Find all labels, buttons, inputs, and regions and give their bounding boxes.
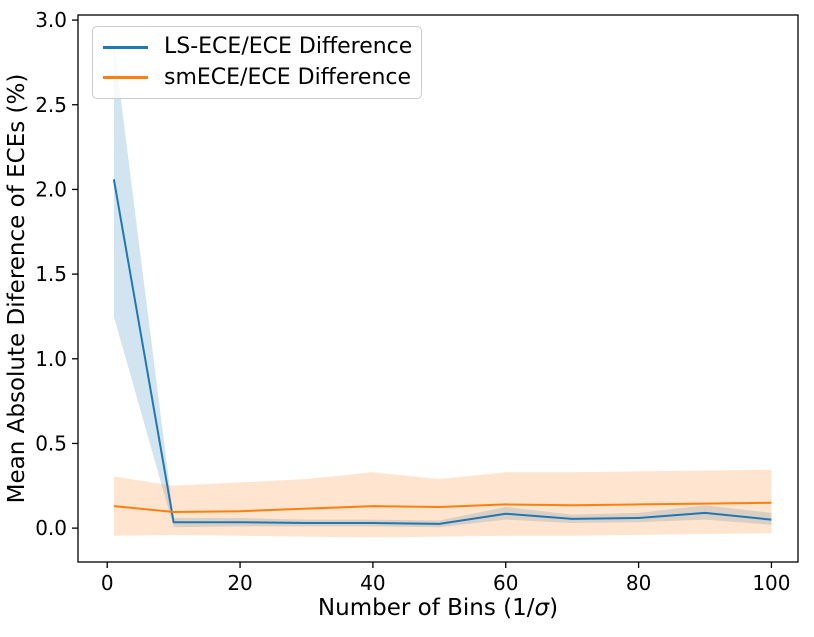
y-tick-label: 2.0: [35, 177, 67, 201]
x-tick-label: 80: [626, 571, 651, 595]
x-tick-label: 100: [752, 571, 790, 595]
x-axis-label: Number of Bins (1/σ): [318, 595, 558, 621]
axes-spines: [77, 14, 799, 563]
legend: LS-ECE/ECE Difference smECE/ECE Differen…: [92, 26, 422, 99]
legend-label: LS-ECE/ECE Difference: [164, 34, 413, 60]
y-tick-label: 0.5: [35, 431, 67, 455]
legend-label: smECE/ECE Difference: [164, 64, 412, 90]
legend-line-sample-blue: [103, 45, 148, 49]
y-tick-label: 0.0: [35, 516, 67, 540]
x-tick-label: 60: [493, 571, 518, 595]
confidence-band-1: [113, 469, 772, 538]
y-tick-label: 1.5: [35, 262, 67, 286]
series-line-1: [113, 501, 772, 514]
y-tick-label: 2.5: [35, 93, 67, 117]
x-tick-label: 20: [227, 571, 252, 595]
legend-item-ls-ece: LS-ECE/ECE Difference: [103, 32, 413, 63]
y-tick-label: 1.0: [35, 347, 67, 371]
confidence-band-0: [113, 43, 772, 528]
y-tick-label: 3.0: [35, 8, 67, 32]
series-line-0: [112, 179, 772, 525]
legend-line-sample-orange: [103, 76, 148, 80]
x-tick-label: 0: [101, 571, 114, 595]
legend-item-smece: smECE/ECE Difference: [103, 63, 411, 94]
x-tick-label: 40: [360, 571, 385, 595]
y-axis-label: Mean Absolute Diference of ECEs (%): [4, 74, 30, 504]
